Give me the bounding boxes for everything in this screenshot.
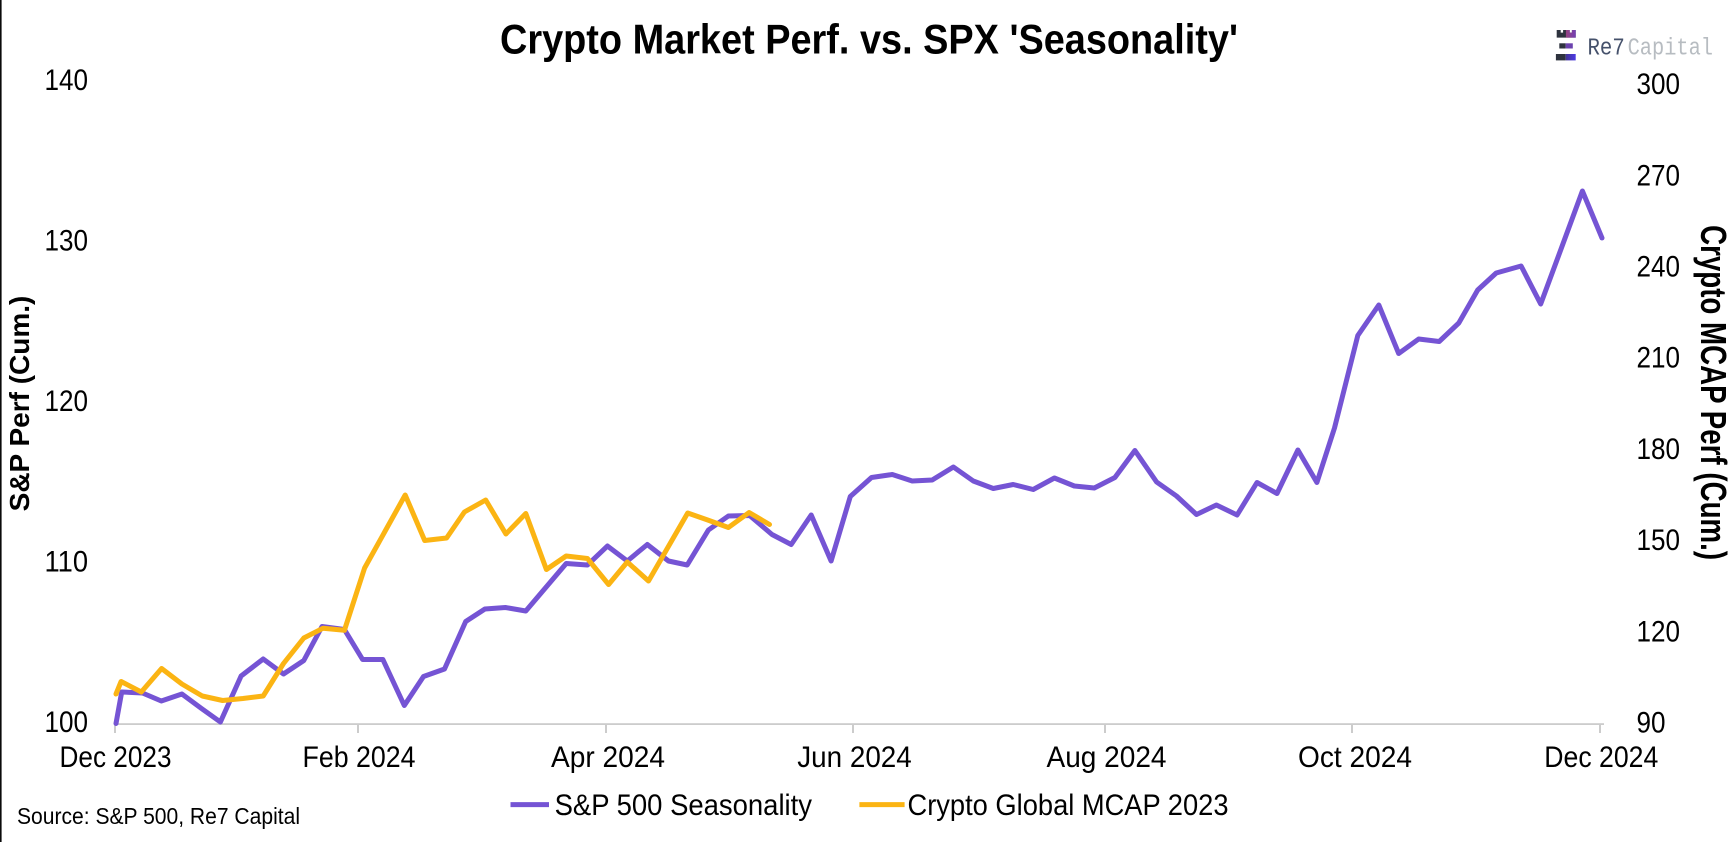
svg-text:Oct 2024: Oct 2024 <box>1298 741 1412 774</box>
svg-text:110: 110 <box>45 546 89 579</box>
svg-text:150: 150 <box>1637 524 1681 557</box>
svg-text:Jun 2024: Jun 2024 <box>797 741 912 774</box>
svg-text:Dec 2024: Dec 2024 <box>1544 741 1658 774</box>
svg-text:180: 180 <box>1637 433 1681 466</box>
svg-text:Source: S&P 500, Re7 Capital: Source: S&P 500, Re7 Capital <box>17 803 300 829</box>
svg-text:140: 140 <box>45 64 89 97</box>
svg-text:Capital: Capital <box>1628 36 1713 63</box>
svg-text:240: 240 <box>1637 251 1681 284</box>
svg-text:Apr 2024: Apr 2024 <box>551 741 665 774</box>
svg-text:270: 270 <box>1637 159 1681 192</box>
svg-text:Aug 2024: Aug 2024 <box>1047 741 1167 774</box>
svg-text:130: 130 <box>45 225 89 258</box>
svg-text:Crypto Global MCAP 2023: Crypto Global MCAP 2023 <box>908 789 1229 822</box>
svg-text:Feb 2024: Feb 2024 <box>303 741 416 774</box>
svg-text:Re7: Re7 <box>1588 36 1625 63</box>
svg-text:Dec 2023: Dec 2023 <box>60 741 172 774</box>
svg-text:Crypto Market Perf. vs. SPX 'S: Crypto Market Perf. vs. SPX 'Seasonality… <box>500 16 1238 63</box>
svg-text:210: 210 <box>1637 342 1681 375</box>
svg-text:120: 120 <box>45 385 89 418</box>
svg-text:S&P 500 Seasonality: S&P 500 Seasonality <box>555 789 812 822</box>
svg-text:120: 120 <box>1637 615 1681 648</box>
svg-text:S&P Perf (Cum.): S&P Perf (Cum.) <box>4 296 35 512</box>
svg-text:100: 100 <box>45 706 89 739</box>
svg-text:90: 90 <box>1637 707 1666 740</box>
svg-text:Crypto MCAP Perf (Cum.): Crypto MCAP Perf (Cum.) <box>1693 225 1732 560</box>
svg-text:300: 300 <box>1637 68 1681 101</box>
